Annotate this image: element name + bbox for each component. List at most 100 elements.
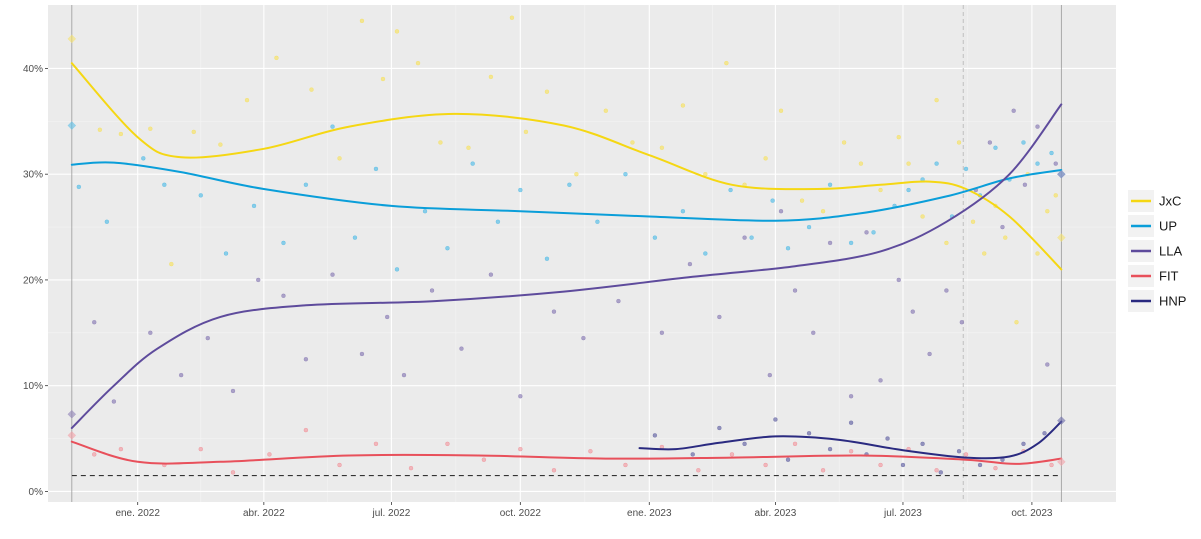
poll-point-up bbox=[595, 219, 600, 225]
start-marker-jxc bbox=[67, 34, 77, 44]
legend-label-fit: FIT bbox=[1159, 269, 1179, 284]
poll-point-hnp bbox=[652, 433, 658, 438]
poll-point-hnp bbox=[742, 441, 747, 447]
poll-point-up bbox=[1035, 161, 1040, 166]
start-marker-fit bbox=[67, 431, 77, 440]
poll-point-lla bbox=[518, 394, 523, 399]
poll-point-jxc bbox=[858, 161, 864, 166]
poll-point-hnp bbox=[956, 448, 962, 454]
grid-minor bbox=[48, 5, 1116, 502]
poll-point-lla bbox=[1053, 161, 1058, 166]
poll-point-jxc bbox=[466, 145, 471, 151]
poll-point-up bbox=[963, 166, 969, 172]
poll-point-hnp bbox=[885, 436, 890, 441]
poll-point-jxc bbox=[97, 127, 103, 133]
poll-point-jxc bbox=[680, 103, 686, 108]
poll-point-up bbox=[652, 235, 658, 240]
poll-point-jxc bbox=[659, 145, 665, 151]
poll-point-jxc bbox=[118, 131, 124, 137]
poll-point-up bbox=[871, 230, 876, 235]
poll-point-lla bbox=[330, 272, 335, 277]
legend-label-up: UP bbox=[1159, 219, 1177, 234]
poll-point-jxc bbox=[415, 60, 421, 66]
end-markers bbox=[67, 34, 1066, 467]
poll-point-lla bbox=[811, 330, 816, 336]
poll-point-jxc bbox=[1035, 251, 1040, 256]
poll-point-jxc bbox=[934, 97, 939, 103]
poll-point-up bbox=[1021, 140, 1026, 145]
poll-point-jxc bbox=[191, 129, 197, 135]
poll-point-jxc bbox=[920, 214, 925, 219]
poll-point-up bbox=[785, 245, 791, 251]
poll-point-up bbox=[827, 182, 833, 188]
poll-point-up bbox=[422, 208, 428, 214]
poll-point-fit bbox=[118, 446, 124, 452]
poll-point-lla bbox=[148, 330, 153, 336]
poll-point-fit bbox=[337, 462, 342, 468]
poll-point-fit bbox=[729, 452, 735, 457]
poll-point-up bbox=[993, 145, 998, 151]
poll-point-jxc bbox=[970, 219, 976, 225]
poll-point-jxc bbox=[148, 126, 153, 131]
end-marker-hnp bbox=[1056, 416, 1066, 425]
poll-point-hnp bbox=[848, 420, 854, 425]
poll-point-up bbox=[223, 251, 229, 256]
poll-point-lla bbox=[384, 314, 390, 320]
poll-point-lla bbox=[927, 351, 932, 357]
poll-point-fit bbox=[92, 452, 97, 457]
poll-point-up bbox=[544, 256, 550, 262]
start-marker-lla bbox=[67, 409, 77, 419]
y-tick-label: 30% bbox=[23, 170, 43, 181]
poll-point-up bbox=[330, 124, 335, 129]
poll-point-lla bbox=[281, 293, 286, 299]
poll-point-lla bbox=[987, 140, 993, 145]
poll-point-up bbox=[198, 193, 204, 198]
poll-point-lla bbox=[767, 372, 773, 378]
poll-point-up bbox=[281, 240, 286, 246]
poll-point-up bbox=[806, 224, 812, 230]
poll-point-up bbox=[680, 208, 686, 214]
poll-point-jxc bbox=[359, 18, 365, 24]
poll-point-up bbox=[162, 182, 167, 188]
poll-point-lla bbox=[742, 235, 747, 240]
poll-point-up bbox=[76, 184, 82, 190]
poll-point-lla bbox=[659, 330, 665, 336]
poll-point-jxc bbox=[488, 74, 494, 80]
poll-point-lla bbox=[488, 272, 494, 277]
poll-point-lla bbox=[429, 288, 435, 293]
poll-point-jxc bbox=[244, 97, 250, 103]
x-tick-label: jul. 2022 bbox=[371, 508, 410, 519]
poll-point-lla bbox=[1000, 224, 1005, 230]
poll-point-lla bbox=[878, 378, 883, 383]
panel-background bbox=[48, 5, 1116, 502]
poll-point-fit bbox=[623, 462, 628, 468]
poll-point-fit bbox=[481, 457, 487, 462]
poll-point-jxc bbox=[1053, 193, 1058, 198]
poll-point-fit bbox=[303, 427, 309, 433]
poll-point-up bbox=[749, 235, 754, 240]
poll-point-jxc bbox=[1003, 235, 1008, 240]
poll-point-jxc bbox=[841, 140, 847, 145]
poll-point-up bbox=[104, 219, 110, 225]
poll-point-jxc bbox=[394, 29, 400, 34]
poll-point-fit bbox=[445, 441, 450, 447]
x-tick-label: abr. 2022 bbox=[243, 508, 285, 519]
poll-point-lla bbox=[864, 230, 869, 235]
poll-point-hnp bbox=[920, 441, 925, 447]
trend-line-fit bbox=[70, 440, 1063, 465]
poll-point-jxc bbox=[799, 198, 805, 203]
poll-point-jxc bbox=[630, 140, 635, 145]
poll-point-fit bbox=[1049, 462, 1054, 468]
poll-point-fit bbox=[230, 470, 236, 475]
x-tick-label: oct. 2022 bbox=[500, 508, 542, 519]
poll-point-hnp bbox=[977, 462, 983, 468]
poll-point-up bbox=[934, 161, 939, 166]
poll-point-up bbox=[770, 198, 775, 203]
poll-point-jxc bbox=[380, 76, 386, 82]
poll-point-lla bbox=[910, 309, 916, 314]
y-tick-label: 0% bbox=[29, 487, 44, 498]
poll-point-jxc bbox=[763, 156, 768, 161]
poll-point-lla bbox=[230, 388, 236, 394]
trend-line-lla bbox=[70, 103, 1063, 429]
